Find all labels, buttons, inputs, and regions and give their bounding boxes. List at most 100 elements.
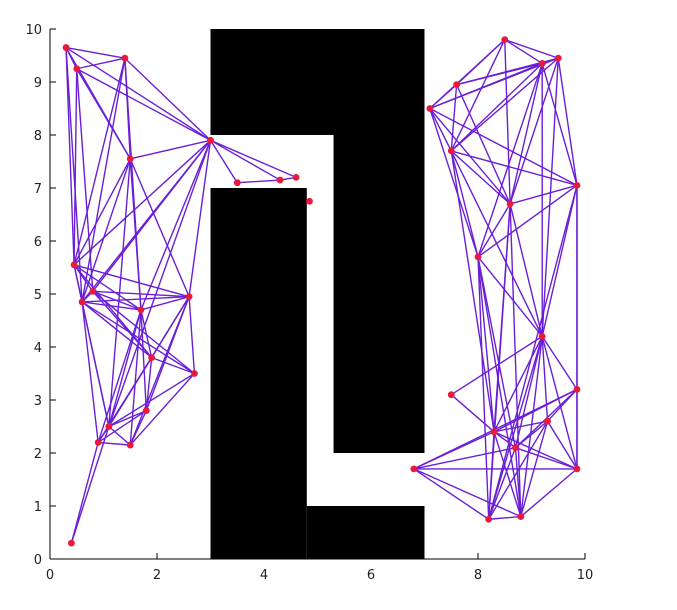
roadmap-edge [81,301,99,444]
roadmap-edge [488,184,578,520]
y-tick-label: 5 [34,288,42,303]
roadmap-edge [450,83,458,152]
roadmap-edge [124,57,212,142]
roadmap-edge [140,309,148,412]
roadmap-edge [488,420,549,520]
y-tick-label: 6 [34,235,42,250]
roadmap-node [512,444,519,452]
roadmap-edge [81,301,110,428]
roadmap-edge [129,158,190,298]
roadmap-edge [108,158,131,428]
roadmap-edge [541,62,578,187]
roadmap-edge [477,203,511,258]
roadmap-edge [108,139,212,428]
roadmap-edge [450,38,506,152]
roadmap-edge [108,372,196,428]
roadmap-edge [73,57,126,266]
roadmap-node [554,54,562,62]
roadmap-edge [541,335,578,470]
roadmap-edge [541,184,578,338]
roadmap-edge [477,62,543,258]
x-tick-label: 2 [153,568,161,583]
roadmap-edge [65,46,212,142]
obstacle-block-2 [306,506,425,559]
roadmap-edge [129,158,142,311]
roadmap-node [68,539,75,547]
roadmap-edge [70,441,99,544]
roadmap-edge [450,150,578,187]
axes: 0 2 4 6 8 10 0 1 2 3 4 5 6 7 8 9 10 [25,23,593,583]
roadmap-node [573,181,581,189]
roadmap-edge [541,335,549,422]
roadmap-node [544,417,551,425]
roadmap-edge [450,62,543,152]
roadmap-node [573,386,581,393]
roadmap-node [148,354,156,361]
roadmap-edge [546,420,578,470]
y-tick-label: 1 [34,500,42,515]
roadmap-edge [129,309,142,446]
roadmap-node [410,465,418,473]
roadmap-edge [145,295,190,412]
roadmap-edge [477,256,495,433]
roadmap-edge [488,431,495,520]
y-tick-label: 8 [34,129,42,144]
roadmap-node [137,306,145,314]
roadmap-edge [108,409,148,428]
roadmap-edge [493,335,543,433]
obstacles-layer [210,29,425,559]
roadmap-edge [450,150,511,205]
roadmap-edge [477,256,543,338]
roadmap-edge [493,388,578,433]
roadmap-node [538,60,546,67]
roadmap-node [292,174,300,181]
obstacle-block-4 [333,135,425,453]
roadmap-edge [413,431,495,470]
roadmap-edge [92,290,190,298]
roadmap-node [89,287,97,295]
roadmap-node [538,333,546,340]
roadmap-node [506,200,514,208]
roadmap-edge [81,57,126,303]
roadmap-edge [509,184,578,205]
roadmap-edge [413,468,522,518]
roadmap-edge [92,290,196,375]
roadmap-node [453,81,460,89]
roadmap-edge [150,356,196,375]
roadmap-node [62,44,70,51]
roadmap-edge [514,335,543,449]
roadmap-node [447,147,455,155]
roadmap-node [426,105,434,112]
nodes-layer [62,36,581,547]
edges-layer [65,38,578,544]
roadmap-edge [477,256,522,518]
roadmap-edge [140,309,153,359]
roadmap-edge [546,388,578,422]
x-tick-label: 10 [577,568,594,583]
roadmap-edge [81,158,131,303]
roadmap-edge [92,139,212,293]
roadmap-edge [504,38,559,59]
y-tick-label: 9 [34,76,42,91]
roadmap-edge [92,290,142,311]
roadmap-edge [129,139,212,160]
roadmap-node [73,65,81,73]
y-tick-label: 3 [34,394,42,409]
roadmap-edge [509,203,522,518]
roadmap-edge [73,264,190,298]
roadmap-edge [509,203,543,338]
roadmap-edge [477,256,517,449]
roadmap-node [517,513,525,520]
obstacle-block-1 [210,188,307,559]
roadmap-node [207,136,214,144]
roadmap-edge [455,83,511,205]
roadmap-edge [493,203,511,433]
roadmap-node [501,36,509,43]
roadmap-edge [493,420,549,433]
roadmap-edge [488,447,517,520]
roadmap-edge [429,107,452,152]
roadmap-edge [450,335,543,396]
x-tick-label: 6 [367,568,375,583]
roadmap-edge [92,290,153,359]
